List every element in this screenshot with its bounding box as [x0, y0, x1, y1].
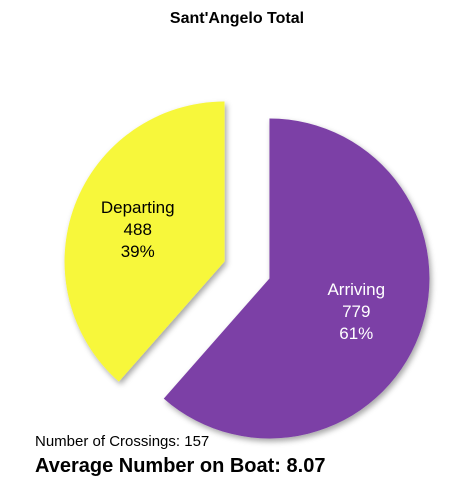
- slice-label-departing: Departing 488 39%: [101, 198, 175, 261]
- average-value: 8.07: [286, 455, 326, 477]
- crossings-stat: Number of Crossings: 157: [35, 433, 209, 450]
- pie-slice-arriving: [163, 118, 430, 439]
- average-stat: Average Number on Boat: 8.07: [35, 455, 325, 478]
- chart-title: Sant'Angelo Total: [169, 10, 305, 27]
- crossings-label: Number of Crossings:: [35, 433, 181, 450]
- slice-label-arriving: Arriving 779 61%: [327, 280, 385, 343]
- crossings-value: 157: [184, 433, 210, 450]
- pie-slice-departing: [64, 101, 225, 382]
- average-label: Average Number on Boat:: [35, 455, 281, 477]
